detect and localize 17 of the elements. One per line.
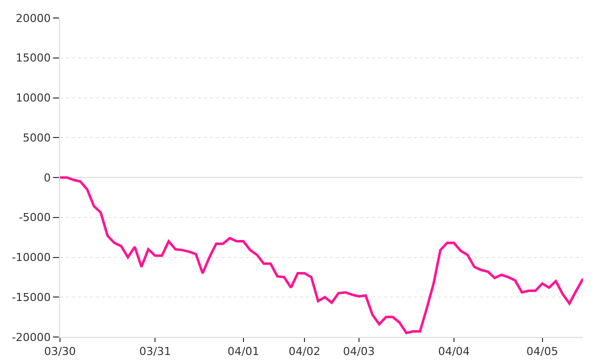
y-tick-label: -15000 <box>12 290 51 304</box>
x-tick-label: 03/30 <box>44 345 76 358</box>
x-tick-label: 04/04 <box>438 345 470 358</box>
line-series <box>60 176 583 334</box>
x-tick-label: 04/03 <box>343 345 375 358</box>
y-tick-label: -10000 <box>12 251 51 264</box>
y-tick-label: 0 <box>44 171 51 184</box>
y-tick-label: -5000 <box>18 211 51 224</box>
x-tick-label: 03/31 <box>139 345 171 358</box>
y-tick-label: 15000 <box>16 52 51 65</box>
x-tick-label: 04/02 <box>288 345 320 358</box>
y-tick-label: -20000 <box>12 330 51 344</box>
x-tick-label: 04/01 <box>228 345 260 358</box>
y-tick-label: 10000 <box>16 92 51 105</box>
x-tick-label: 04/05 <box>526 345 558 358</box>
y-tick-label: 20000 <box>16 12 51 25</box>
y-tick-label: 5000 <box>22 131 51 144</box>
